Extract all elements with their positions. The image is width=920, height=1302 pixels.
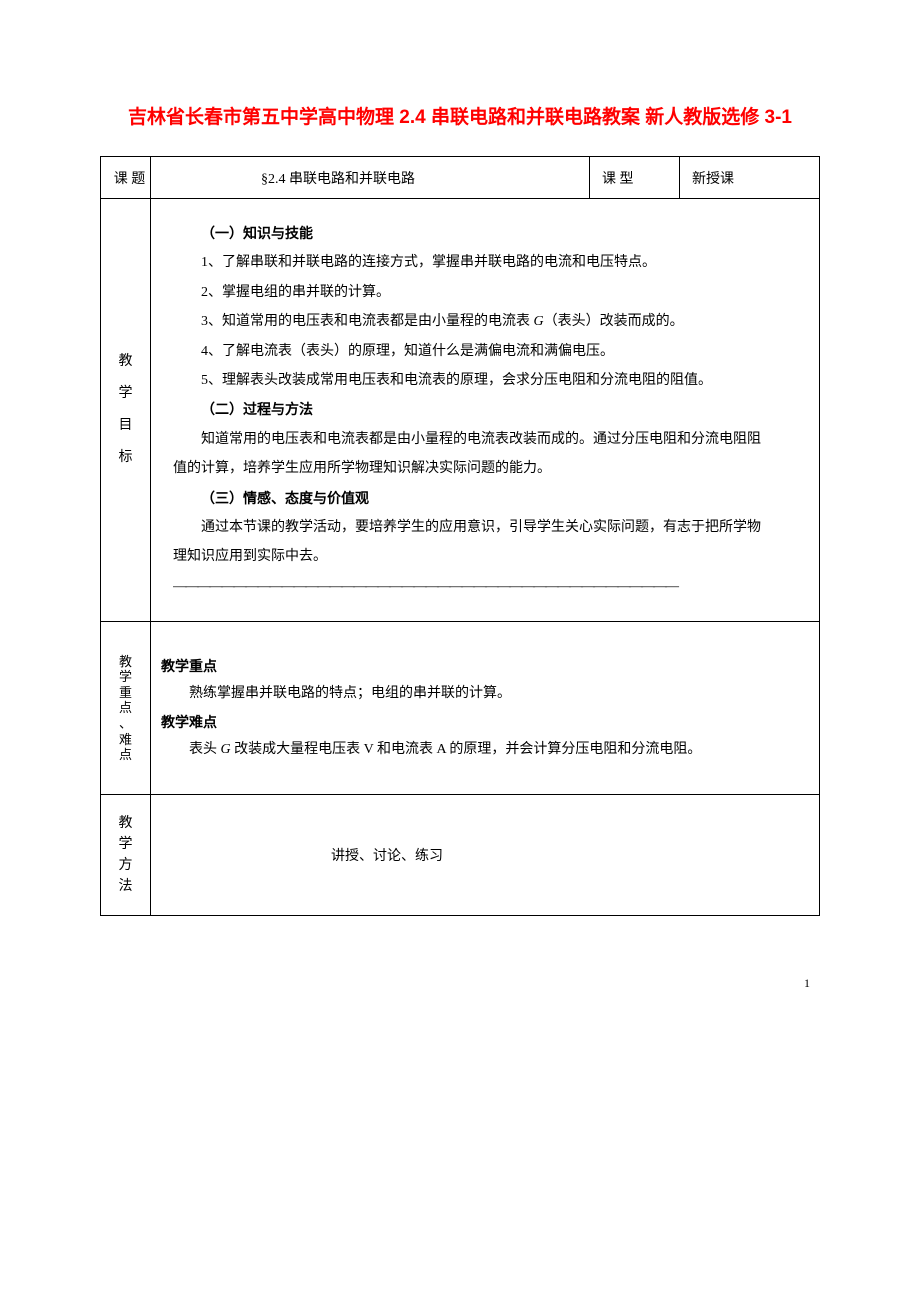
method-content-cell: 讲授、讨论、练习 xyxy=(151,795,820,916)
section3-content-line1: 通过本节课的教学活动，要培养学生的应用意识，引导学生关心实际问题，有志于把所学物 xyxy=(173,513,797,542)
topic-value-cell: §2.4 串联电路和并联电路 xyxy=(151,157,590,199)
objective-item-3: 3、知道常用的电压表和电流表都是由小量程的电流表 G（表头）改装而成的。 xyxy=(173,307,797,336)
item3-prefix: 3、知道常用的电压表和电流表都是由小量程的电流表 xyxy=(201,314,534,329)
hard-prefix: 表头 xyxy=(189,742,221,757)
objectives-label-cell: 教学目标 xyxy=(101,199,151,622)
document-title: 吉林省长春市第五中学高中物理 2.4 串联电路和并联电路教案 新人教版选修 3-… xyxy=(100,100,820,136)
objective-item-2: 2、掌握电组的串并联的计算。 xyxy=(173,278,797,307)
hard-suffix: 改装成大量程电压表 V 和电流表 A 的原理，并会计算分压电阻和分流电阻。 xyxy=(231,742,702,757)
hard-content: 表头 G 改装成大量程电压表 V 和电流表 A 的原理，并会计算分压电阻和分流电… xyxy=(161,736,809,764)
page-number: 1 xyxy=(100,976,820,991)
header-row: 课 题 §2.4 串联电路和并联电路 课 型 新授课 xyxy=(101,157,820,199)
hard-label: 教学难点 xyxy=(161,708,809,736)
item3-g: G xyxy=(534,314,544,329)
method-row: 教学方法 讲授、讨论、练习 xyxy=(101,795,820,916)
hard-g: G xyxy=(221,742,231,757)
type-value-cell: 新授课 xyxy=(680,157,820,199)
topic-label-cell: 课 题 xyxy=(101,157,151,199)
keypoints-label-cell: 教学重点、难点 xyxy=(101,622,151,795)
section1-heading: （一）知识与技能 xyxy=(173,219,797,248)
objective-item-4: 4、了解电流表（表头）的原理，知道什么是满偏电流和满偏电压。 xyxy=(173,337,797,366)
item3-suffix: （表头）改装而成的。 xyxy=(544,314,684,329)
objectives-label-text: 教学目标 xyxy=(105,346,146,475)
section2-content-line2: 值的计算，培养学生应用所学物理知识解决实际问题的能力。 xyxy=(173,454,797,483)
heavy-label: 教学重点 xyxy=(161,652,809,680)
section3-heading: （三）情感、态度与价值观 xyxy=(173,484,797,513)
objective-item-5: 5、理解表头改装成常用电压表和电流表的原理，会求分压电阻和分流电阻的阻值。 xyxy=(173,366,797,395)
section3-content-line2: 理知识应用到实际中去。 xyxy=(173,542,797,571)
section2-heading: （二）过程与方法 xyxy=(173,395,797,424)
heavy-content: 熟练掌握串并联电路的特点；电组的串并联的计算。 xyxy=(161,680,809,708)
section2-content-line1: 知道常用的电压表和电流表都是由小量程的电流表改装而成的。通过分压电阻和分流电阻阻 xyxy=(173,425,797,454)
keypoints-label-text: 教学重点、难点 xyxy=(105,654,146,763)
method-label-text: 教学方法 xyxy=(105,813,146,897)
method-label-cell: 教学方法 xyxy=(101,795,151,916)
keypoints-content-cell: 教学重点 熟练掌握串并联电路的特点；电组的串并联的计算。 教学难点 表头 G 改… xyxy=(151,622,820,795)
dash-line: ————————————————————————————————————————… xyxy=(173,572,797,601)
objectives-row: 教学目标 （一）知识与技能 1、了解串联和并联电路的连接方式，掌握串并联电路的电… xyxy=(101,199,820,622)
objective-item-1: 1、了解串联和并联电路的连接方式，掌握串并联电路的电流和电压特点。 xyxy=(173,248,797,277)
objectives-content-cell: （一）知识与技能 1、了解串联和并联电路的连接方式，掌握串并联电路的电流和电压特… xyxy=(151,199,820,622)
lesson-plan-table: 课 题 §2.4 串联电路和并联电路 课 型 新授课 教学目标 （一）知识与技能… xyxy=(100,156,820,916)
keypoints-row: 教学重点、难点 教学重点 熟练掌握串并联电路的特点；电组的串并联的计算。 教学难… xyxy=(101,622,820,795)
type-label-cell: 课 型 xyxy=(590,157,680,199)
